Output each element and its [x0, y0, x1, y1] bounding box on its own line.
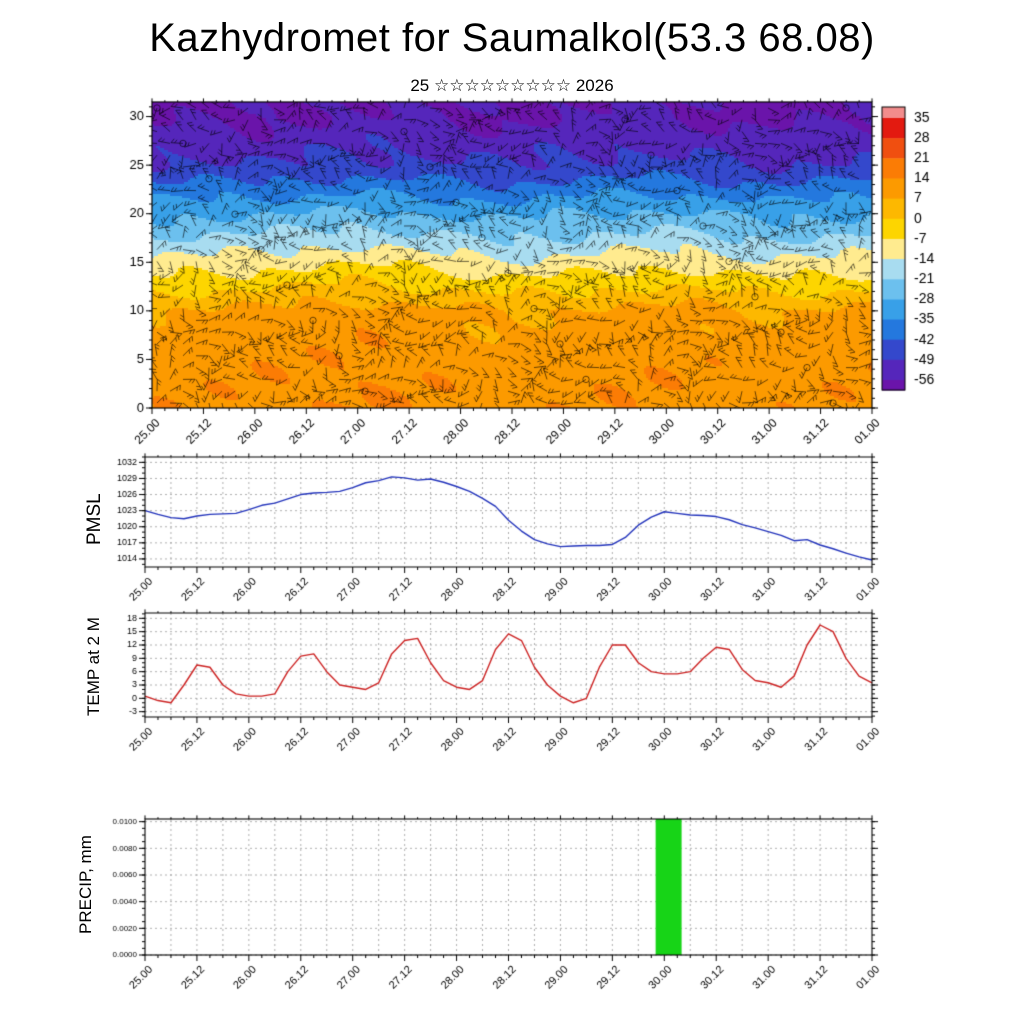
temp-axis-label: TEMP at 2 M [84, 617, 103, 716]
chart-subtitle: 25 ☆☆☆☆☆☆☆☆☆ 2026 [410, 76, 614, 95]
temp-2m-chart [95, 606, 895, 764]
pmsl-axis-label: PMSL [84, 493, 105, 545]
temperature-colorbar [875, 98, 985, 408]
wind-temperature-section-chart [95, 95, 895, 453]
precip-axis-label: PRECIP, mm [76, 835, 95, 934]
precip-chart [95, 812, 895, 1007]
chart-title: Kazhydromet for Saumalkol(53.3 68.08) [149, 16, 875, 60]
pmsl-chart [95, 450, 895, 608]
